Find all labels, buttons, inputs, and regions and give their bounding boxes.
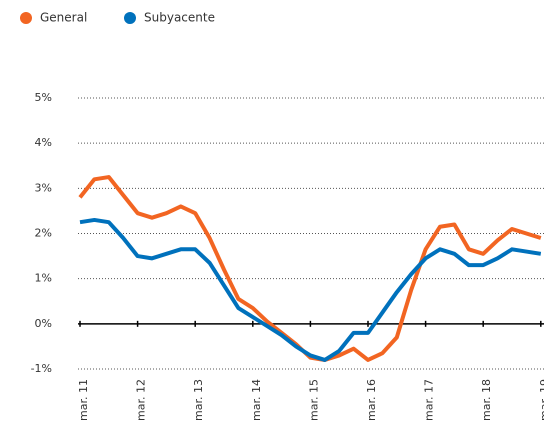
series-line	[79, 217, 542, 362]
series-line	[78, 175, 542, 362]
x-tick-label: mar. 19	[538, 379, 544, 421]
x-tick-label: mar. 17	[423, 379, 436, 421]
x-tick-label: mar. 11	[77, 379, 90, 421]
x-tick-label: mar. 13	[192, 379, 205, 421]
y-tick-label: 0%	[35, 317, 52, 330]
x-tick-label: mar. 14	[250, 379, 263, 421]
legend-marker	[124, 12, 136, 24]
y-tick-label: 1%	[35, 272, 52, 285]
x-tick-label: mar. 15	[307, 379, 320, 421]
legend-label: Subyacente	[144, 11, 215, 25]
x-tick-label: mar. 12	[135, 379, 148, 421]
legend-label: General	[40, 11, 87, 25]
y-tick-label: 2%	[35, 227, 52, 240]
x-tick-label: mar. 16	[365, 379, 378, 421]
y-tick-label: 3%	[35, 181, 52, 194]
x-tick-label: mar. 18	[480, 379, 493, 421]
legend-marker	[20, 12, 32, 24]
y-tick-label: -1%	[31, 362, 52, 375]
y-tick-label: 4%	[35, 136, 52, 149]
legend: General Subyacente	[20, 11, 215, 25]
y-tick-label: 5%	[35, 91, 52, 104]
